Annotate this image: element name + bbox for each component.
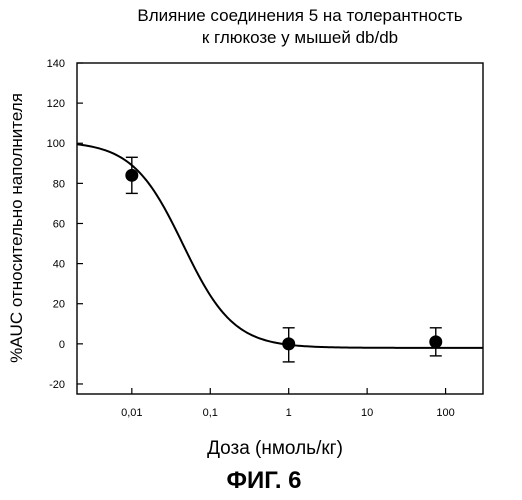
data-point <box>429 335 442 348</box>
y-tick-label: 20 <box>53 299 65 311</box>
y-tick-label: 100 <box>47 138 65 150</box>
y-tick: 80 <box>53 178 83 190</box>
x-tick-label: 0,1 <box>203 407 218 419</box>
y-tick-label: 120 <box>47 98 65 110</box>
y-tick-label: -20 <box>49 379 65 391</box>
x-tick-label: 100 <box>436 407 454 419</box>
figure-caption: ФИГ. 6 <box>0 467 522 495</box>
y-tick: 20 <box>53 299 83 311</box>
x-tick: 0,01 <box>121 388 142 419</box>
x-tick: 100 <box>436 388 454 419</box>
y-tick-label: 60 <box>53 218 65 230</box>
x-tick-label: 10 <box>361 407 373 419</box>
data-point <box>125 169 138 182</box>
data-point-group <box>429 328 442 356</box>
x-tick: 1 <box>286 388 292 419</box>
x-tick-label: 0,01 <box>121 407 142 419</box>
y-tick: 60 <box>53 218 83 230</box>
y-tick: 40 <box>53 259 83 271</box>
y-tick-label: 140 <box>47 58 65 70</box>
y-tick-label: 40 <box>53 259 65 271</box>
y-tick: -20 <box>49 379 83 391</box>
y-tick-label: 0 <box>59 339 65 351</box>
y-tick: 0 <box>59 339 83 351</box>
x-axis-label: Доза (нмоль/кг) <box>0 438 522 460</box>
y-tick-label: 80 <box>53 178 65 190</box>
x-tick-label: 1 <box>286 407 292 419</box>
data-point-group <box>282 328 295 362</box>
x-tick: 0,1 <box>203 388 218 419</box>
x-tick: 10 <box>361 388 373 419</box>
data-point <box>282 337 295 350</box>
